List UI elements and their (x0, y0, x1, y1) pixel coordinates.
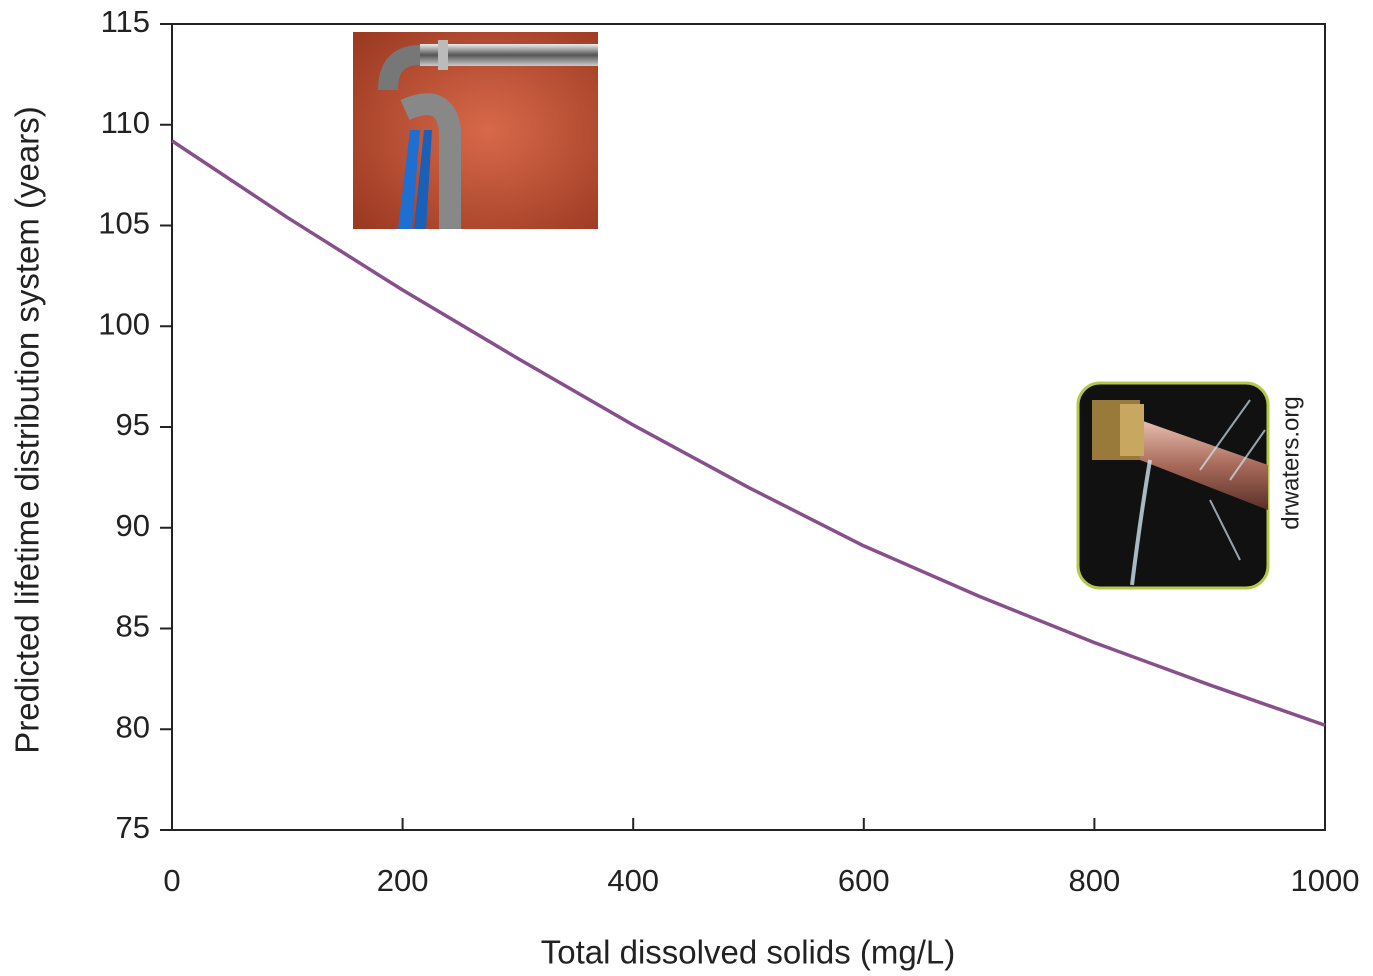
pipe-photo (353, 32, 598, 229)
x-tick-label: 200 (377, 863, 429, 898)
y-tick-label: 75 (116, 810, 150, 845)
x-tick-label: 800 (1069, 863, 1121, 898)
line (171, 139, 1326, 727)
y-tick-label: 85 (116, 609, 150, 644)
y-tick-label: 95 (116, 407, 150, 442)
watermark: drwaters.org (1277, 396, 1304, 529)
y-tick-label: 90 (116, 508, 150, 543)
y-tick-label: 105 (98, 206, 150, 241)
x-tick-label: 0 (163, 863, 180, 898)
x-axis-title: Total dissolved solids (mg/L) (541, 934, 956, 971)
x-tick-label: 400 (607, 863, 659, 898)
x-tick-label: 1000 (1291, 863, 1360, 898)
y-tick-label: 110 (101, 105, 150, 140)
x-tick-label: 600 (838, 863, 890, 898)
y-axis-title: Predicted lifetime distribution system (… (9, 106, 46, 753)
y-tick-label: 100 (98, 306, 150, 341)
y-tick-label: 115 (101, 4, 150, 39)
y-tick-label: 80 (116, 709, 150, 744)
leak-photo (1076, 381, 1270, 590)
